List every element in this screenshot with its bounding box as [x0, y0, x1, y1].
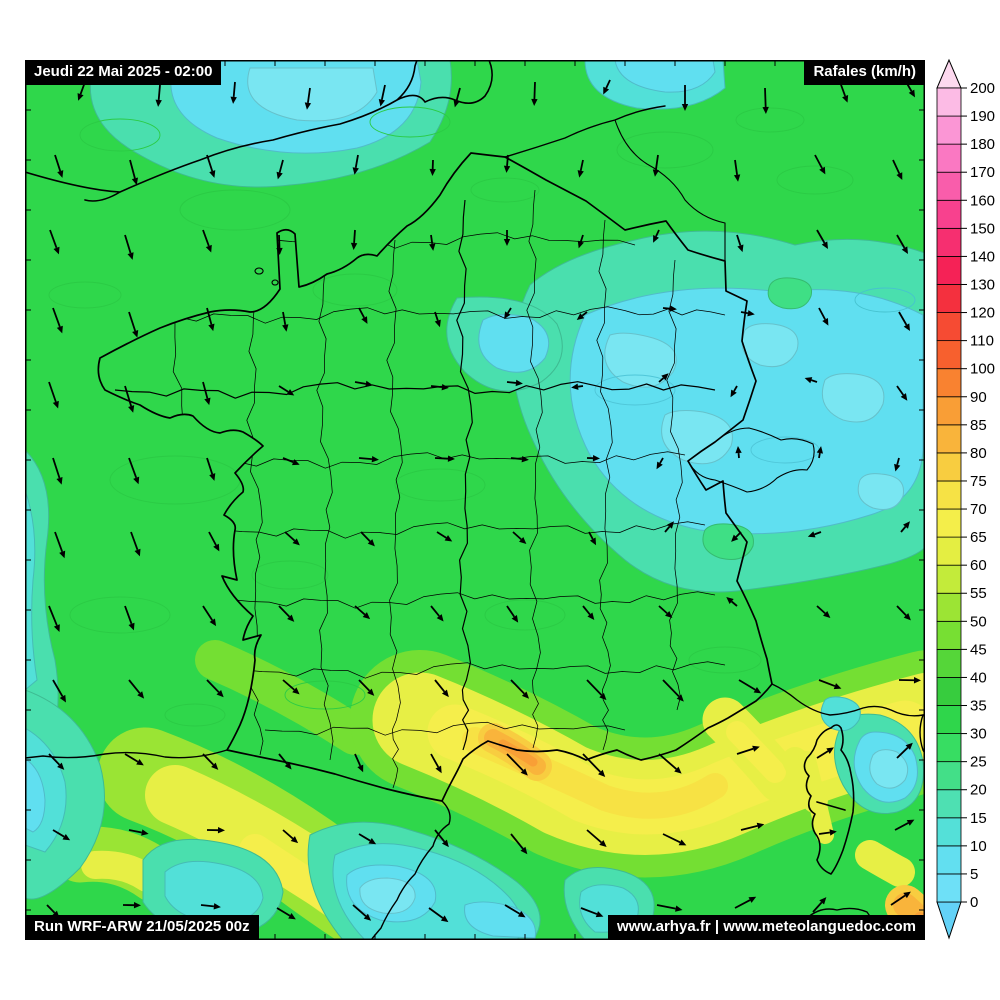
svg-text:40: 40 — [970, 669, 987, 686]
colorbar: 0 5 10 15 20 25 30 35 40 45 50 55 60 65 70 75 80 85 90 100 1… — [936, 58, 1000, 942]
svg-text:120: 120 — [970, 305, 995, 322]
channel-islands — [254, 267, 279, 286]
spain-north-coast — [25, 749, 228, 759]
colorbar-scale: 0 5 10 15 20 25 30 35 40 45 50 55 60 65 70 75 80 85 90 100 1… — [936, 58, 995, 940]
svg-text:30: 30 — [970, 726, 987, 743]
svg-text:70: 70 — [970, 501, 987, 518]
svg-text:50: 50 — [970, 613, 987, 630]
svg-text:10: 10 — [970, 838, 987, 855]
sea-gust-regions — [25, 689, 924, 940]
svg-text:5: 5 — [970, 866, 978, 883]
wind-gust-map — [25, 60, 925, 940]
svg-text:160: 160 — [970, 192, 995, 209]
svg-text:25: 25 — [970, 754, 987, 771]
belgium-germany-border — [614, 119, 726, 262]
colorbar-segments — [936, 87, 962, 903]
england-coast — [25, 60, 493, 202]
svg-text:60: 60 — [970, 557, 987, 574]
svg-text:80: 80 — [970, 445, 987, 462]
svg-text:150: 150 — [970, 220, 995, 237]
map-canvas — [25, 60, 925, 940]
model-run-label: Run WRF-ARW 21/05/2025 00z — [25, 915, 259, 940]
svg-text:85: 85 — [970, 417, 987, 434]
italy-coast — [771, 683, 925, 756]
spain-east-coast — [370, 800, 451, 940]
colorbar-labels: 0 5 10 15 20 25 30 35 40 45 50 55 60 65 70 75 80 85 90 100 1… — [961, 80, 995, 911]
svg-text:110: 110 — [970, 333, 994, 350]
svg-text:75: 75 — [970, 473, 987, 490]
benelux-coast — [504, 105, 666, 158]
svg-text:20: 20 — [970, 782, 987, 799]
svg-text:170: 170 — [970, 164, 995, 181]
colorbar-bottom-arrow — [936, 901, 962, 940]
corsica — [803, 724, 855, 875]
svg-text:190: 190 — [970, 108, 995, 125]
svg-text:55: 55 — [970, 585, 987, 602]
credits-label: www.arhya.fr | www.meteolanguedoc.com — [608, 915, 925, 940]
svg-text:100: 100 — [970, 361, 995, 378]
svg-text:45: 45 — [970, 641, 987, 658]
svg-text:0: 0 — [970, 894, 978, 911]
svg-text:35: 35 — [970, 698, 987, 715]
parameter-label: Rafales (km/h) — [804, 60, 925, 85]
svg-text:200: 200 — [970, 80, 995, 97]
svg-text:180: 180 — [970, 136, 995, 153]
svg-text:15: 15 — [970, 810, 987, 827]
contour-texture — [48, 106, 916, 727]
map-frame — [25, 60, 925, 940]
switzerland-outline — [687, 427, 815, 493]
svg-text:90: 90 — [970, 389, 987, 406]
svg-text:140: 140 — [970, 248, 995, 265]
svg-text:130: 130 — [970, 276, 995, 293]
datetime-label: Jeudi 22 Mai 2025 - 02:00 — [25, 60, 222, 85]
svg-text:65: 65 — [970, 529, 987, 546]
wind-arrows — [46, 79, 921, 923]
colorbar-top-arrow — [936, 58, 962, 89]
gust-fill-regions — [25, 60, 925, 761]
